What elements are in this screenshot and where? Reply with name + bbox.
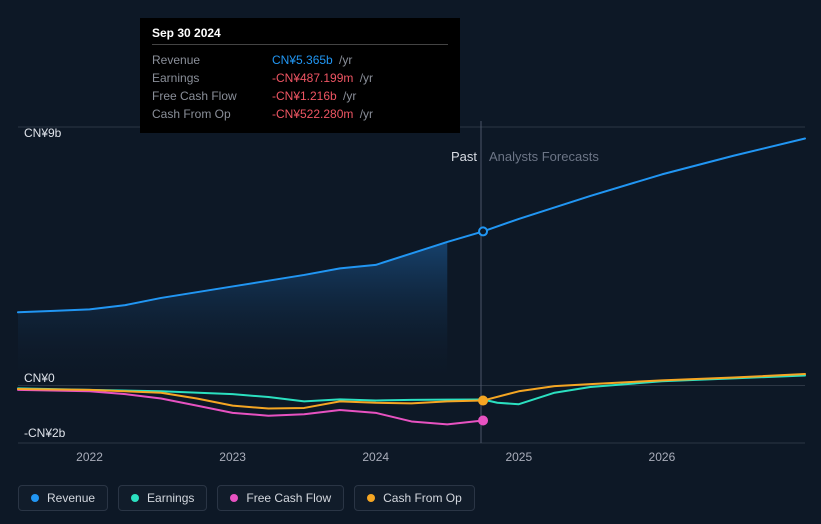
x-tick-label: 2024 bbox=[362, 450, 389, 464]
chart-tooltip: Sep 30 2024 RevenueCN¥5.365b /yrEarnings… bbox=[140, 18, 460, 133]
legend-dot-icon bbox=[367, 494, 375, 502]
tooltip-date: Sep 30 2024 bbox=[152, 26, 448, 40]
x-tick-label: 2023 bbox=[219, 450, 246, 464]
tooltip-row-value: -CN¥1.216b /yr bbox=[272, 87, 448, 105]
legend-item-cfo[interactable]: Cash From Op bbox=[354, 485, 475, 511]
legend-item-earnings[interactable]: Earnings bbox=[118, 485, 207, 511]
legend-item-fcf[interactable]: Free Cash Flow bbox=[217, 485, 344, 511]
legend-label: Revenue bbox=[47, 491, 95, 505]
tooltip-row-label: Earnings bbox=[152, 69, 272, 87]
tooltip-row: RevenueCN¥5.365b /yr bbox=[152, 51, 448, 69]
legend-dot-icon bbox=[230, 494, 238, 502]
legend-label: Cash From Op bbox=[383, 491, 462, 505]
legend-dot-icon bbox=[131, 494, 139, 502]
chart-legend: Revenue Earnings Free Cash Flow Cash From O… bbox=[18, 485, 475, 511]
tooltip-row-value: CN¥5.365b /yr bbox=[272, 51, 448, 69]
tooltip-row: Free Cash Flow-CN¥1.216b /yr bbox=[152, 87, 448, 105]
tooltip-row-value: -CN¥487.199m /yr bbox=[272, 69, 448, 87]
y-tick-label: CN¥9b bbox=[24, 126, 61, 140]
financial-chart: CN¥9b CN¥0 -CN¥2b Past Analysts Forecast… bbox=[0, 0, 821, 524]
period-forecast-label: Analysts Forecasts bbox=[489, 149, 599, 164]
tooltip-row-value: -CN¥522.280m /yr bbox=[272, 105, 448, 123]
legend-dot-icon bbox=[31, 494, 39, 502]
y-tick-label: -CN¥2b bbox=[24, 426, 65, 440]
x-tick-label: 2026 bbox=[649, 450, 676, 464]
tooltip-table: RevenueCN¥5.365b /yrEarnings-CN¥487.199m… bbox=[152, 51, 448, 123]
legend-label: Earnings bbox=[147, 491, 194, 505]
tooltip-row-label: Revenue bbox=[152, 51, 272, 69]
tooltip-row-label: Cash From Op bbox=[152, 105, 272, 123]
y-tick-label: CN¥0 bbox=[24, 371, 55, 385]
tooltip-row: Cash From Op-CN¥522.280m /yr bbox=[152, 105, 448, 123]
x-tick-label: 2025 bbox=[505, 450, 532, 464]
period-past-label: Past bbox=[451, 149, 477, 164]
tooltip-row: Earnings-CN¥487.199m /yr bbox=[152, 69, 448, 87]
x-tick-label: 2022 bbox=[76, 450, 103, 464]
legend-item-revenue[interactable]: Revenue bbox=[18, 485, 108, 511]
legend-label: Free Cash Flow bbox=[246, 491, 331, 505]
tooltip-row-label: Free Cash Flow bbox=[152, 87, 272, 105]
